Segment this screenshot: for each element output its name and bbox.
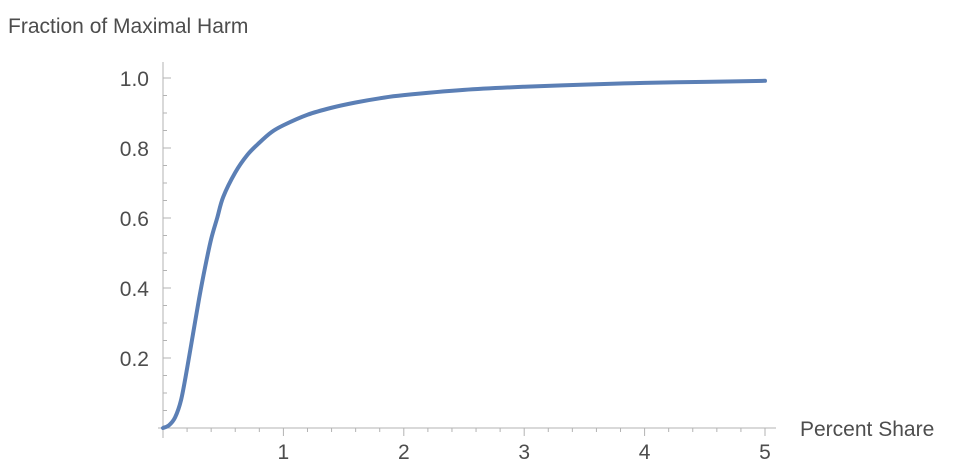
- x-tick-label: 2: [398, 441, 410, 461]
- x-tick-label: 3: [518, 441, 530, 461]
- y-tick-label: 0.4: [120, 278, 150, 301]
- series-line: [161, 78, 767, 430]
- x-axis-title: Percent Share: [800, 418, 934, 441]
- y-ticks: 0.2 0.4 0.6 0.8 1.0: [120, 68, 171, 411]
- x-tick-label: 1: [278, 441, 290, 461]
- y-tick-label: 0.2: [120, 348, 149, 371]
- y-axis-title: Fraction of Maximal Harm: [8, 15, 248, 38]
- y-tick-label: 0.6: [120, 208, 149, 231]
- y-tick-label: 0.8: [120, 138, 149, 161]
- y-tick-label: 1.0: [120, 68, 149, 91]
- series-group: [161, 78, 767, 430]
- x-ticks: 1 2 3 4 5: [186, 428, 771, 461]
- x-tick-label: 5: [759, 441, 771, 461]
- x-tick-label: 4: [639, 441, 651, 461]
